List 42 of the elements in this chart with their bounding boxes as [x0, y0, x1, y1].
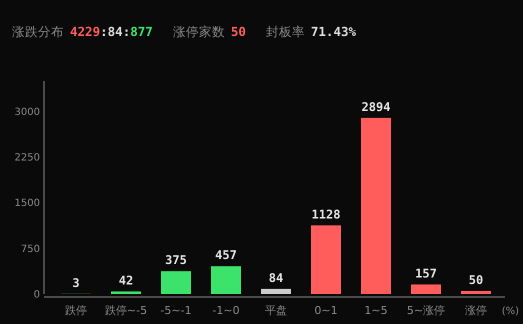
x-tick-label: 0~1 — [314, 304, 338, 317]
y-tick-label: 2250 — [14, 152, 40, 164]
x-tick-label: 跌停 — [65, 304, 87, 317]
text: 涨停家数 — [172, 24, 225, 39]
data-label: 2894 — [362, 100, 390, 114]
data-label: 84 — [268, 270, 284, 285]
x-tick-label: 1~5 — [364, 304, 388, 317]
y-tick-label: 3000 — [14, 106, 40, 118]
text: 涨跌分布 — [12, 24, 64, 39]
x-axis-title: (%) — [502, 306, 520, 317]
text: : — [122, 24, 130, 39]
data-label: 50 — [468, 272, 484, 287]
bar — [111, 291, 141, 294]
bar — [261, 288, 291, 294]
x-tick-label: 跌停~-5 — [104, 304, 148, 317]
y-tick-label: 0 — [34, 290, 40, 300]
data-label: 157 — [415, 266, 437, 280]
bar — [361, 118, 391, 294]
text: 4229 — [70, 24, 100, 39]
bar — [211, 266, 241, 294]
bar — [311, 225, 341, 294]
bar — [161, 271, 191, 294]
data-label: 1128 — [312, 207, 340, 222]
data-label: 457 — [215, 248, 237, 262]
y-tick-label: 750 — [20, 244, 40, 255]
bar — [411, 284, 441, 294]
data-label: 42 — [118, 273, 134, 288]
x-tick-label: -5~-1 — [160, 304, 192, 317]
x-tick-label: 涨停 — [465, 304, 487, 317]
x-tick-label: 5~涨停 — [406, 304, 446, 317]
text: 877 — [130, 24, 153, 39]
data-label: 3 — [72, 276, 80, 290]
x-tick-label: 平盘 — [265, 304, 287, 317]
text: 71.43% — [310, 24, 357, 39]
text: : — [100, 24, 108, 39]
x-tick-label: -1~0 — [212, 304, 240, 317]
text: 50 — [230, 24, 246, 39]
y-tick-label: 1500 — [14, 198, 40, 210]
data-label: 375 — [165, 253, 187, 268]
bar — [461, 290, 491, 294]
text: 84 — [108, 24, 123, 39]
text: 封板率 — [266, 24, 305, 39]
